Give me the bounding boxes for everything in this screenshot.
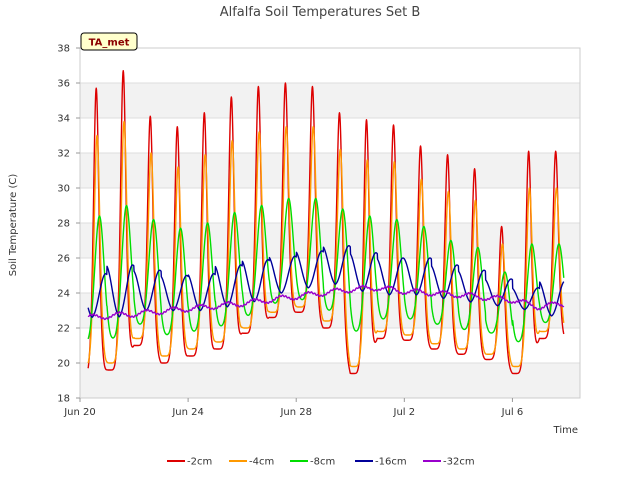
series-line-2cmcm — [87, 70, 565, 375]
series-line-32cmcm — [87, 284, 565, 321]
chart-title: Alfalfa Soil Temperatures Set B — [220, 5, 421, 20]
x-tick-label: Jul 2 — [393, 407, 416, 418]
legend-label: -4cm — [249, 457, 274, 468]
series-line-8cmcm — [87, 197, 565, 343]
y-tick-label: 18 — [57, 394, 70, 405]
y-tick-label: 34 — [57, 114, 70, 125]
legend-label: -8cm — [310, 457, 335, 468]
x-tick-label: Jun 28 — [279, 407, 312, 418]
station-badge-label: TA_met — [89, 38, 130, 49]
series-layer — [87, 70, 565, 375]
legend-label: -2cm — [187, 457, 212, 468]
y-axis-label: Soil Temperature (C) — [8, 174, 19, 277]
legend: -2cm -4cm -8cm -16cm -32cm — [167, 457, 475, 468]
y-axis-ticks: 18 20 22 24 26 28 30 32 34 36 38 — [57, 44, 80, 405]
x-tick-label: Jun 24 — [171, 407, 204, 418]
x-tick-label: Jun 20 — [63, 407, 96, 418]
y-tick-label: 36 — [57, 79, 70, 90]
plot-band — [80, 363, 580, 398]
y-tick-label: 22 — [57, 324, 70, 335]
series-line-16cmcm — [87, 245, 565, 318]
x-tick-label: Jul 6 — [501, 407, 524, 418]
y-tick-label: 24 — [57, 289, 70, 300]
station-badge-box — [80, 32, 138, 51]
y-tick-label: 32 — [57, 149, 70, 160]
plot-band — [80, 153, 580, 188]
y-tick-label: 28 — [57, 219, 70, 230]
station-badge: TA_met — [80, 32, 138, 51]
legend-label: -32cm — [443, 457, 475, 468]
y-tick-label: 26 — [57, 254, 70, 265]
legend-label: -16cm — [375, 457, 407, 468]
y-tick-label: 30 — [57, 184, 70, 195]
y-tick-label: 20 — [57, 359, 70, 370]
plot-band — [80, 223, 580, 258]
x-axis-ticks: Jun 20 Jun 24 Jun 28 Jul 2 Jul 6 — [63, 398, 523, 418]
x-axis-label: Time — [553, 425, 578, 436]
y-tick-label: 38 — [57, 44, 70, 55]
series-line-4cmcm — [87, 120, 565, 368]
plot-band — [80, 83, 580, 118]
